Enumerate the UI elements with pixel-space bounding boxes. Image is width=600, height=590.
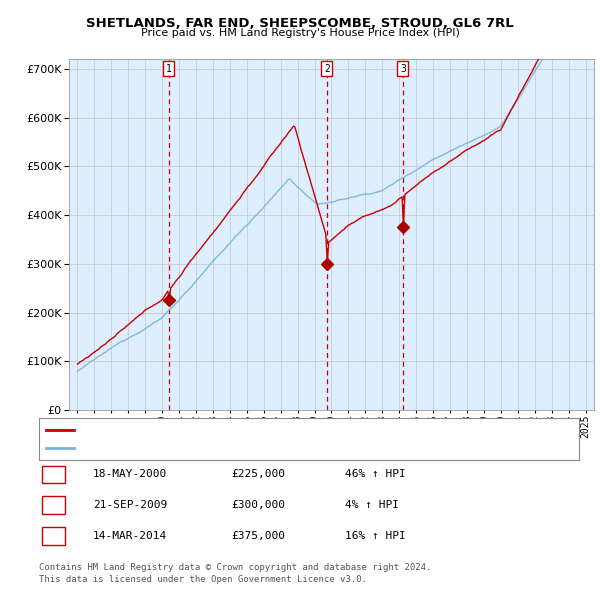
Text: £375,000: £375,000 [231, 531, 285, 540]
Text: 1: 1 [166, 64, 172, 74]
Text: 16% ↑ HPI: 16% ↑ HPI [345, 531, 406, 540]
Text: 3: 3 [400, 64, 406, 74]
Text: SHETLANDS, FAR END, SHEEPSCOMBE, STROUD, GL6 7RL: SHETLANDS, FAR END, SHEEPSCOMBE, STROUD,… [86, 17, 514, 30]
Text: 3: 3 [50, 531, 57, 540]
Text: HPI: Average price, detached house, Stroud: HPI: Average price, detached house, Stro… [79, 443, 325, 453]
Text: 4% ↑ HPI: 4% ↑ HPI [345, 500, 399, 510]
Text: 1: 1 [50, 470, 57, 479]
Text: 18-MAY-2000: 18-MAY-2000 [93, 470, 167, 479]
Text: £300,000: £300,000 [231, 500, 285, 510]
Text: 46% ↑ HPI: 46% ↑ HPI [345, 470, 406, 479]
Text: SHETLANDS, FAR END, SHEEPSCOMBE, STROUD, GL6 7RL (detached house): SHETLANDS, FAR END, SHEEPSCOMBE, STROUD,… [79, 425, 460, 435]
Text: 14-MAR-2014: 14-MAR-2014 [93, 531, 167, 540]
Text: This data is licensed under the Open Government Licence v3.0.: This data is licensed under the Open Gov… [39, 575, 367, 584]
Text: Price paid vs. HM Land Registry's House Price Index (HPI): Price paid vs. HM Land Registry's House … [140, 28, 460, 38]
Text: 2: 2 [324, 64, 329, 74]
Text: 21-SEP-2009: 21-SEP-2009 [93, 500, 167, 510]
Text: Contains HM Land Registry data © Crown copyright and database right 2024.: Contains HM Land Registry data © Crown c… [39, 563, 431, 572]
Text: £225,000: £225,000 [231, 470, 285, 479]
Text: 2: 2 [50, 500, 57, 510]
